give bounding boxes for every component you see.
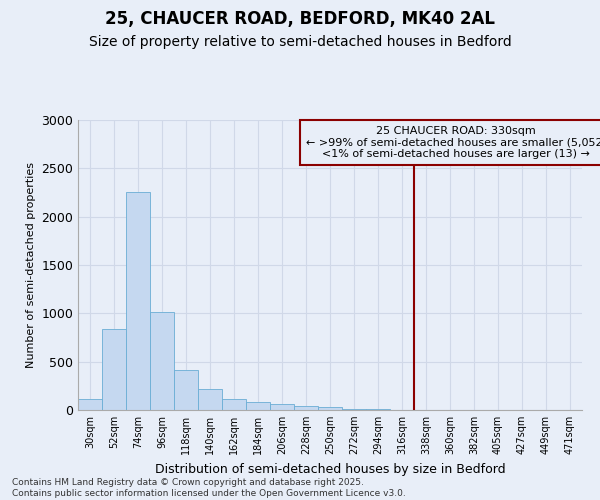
Y-axis label: Number of semi-detached properties: Number of semi-detached properties [26, 162, 36, 368]
Text: 25 CHAUCER ROAD: 330sqm
← >99% of semi-detached houses are smaller (5,052)
<1% o: 25 CHAUCER ROAD: 330sqm ← >99% of semi-d… [305, 126, 600, 159]
Bar [270, 404, 294, 410]
Text: Contains HM Land Registry data © Crown copyright and database right 2025.
Contai: Contains HM Land Registry data © Crown c… [12, 478, 406, 498]
Text: 25, CHAUCER ROAD, BEDFORD, MK40 2AL: 25, CHAUCER ROAD, BEDFORD, MK40 2AL [105, 10, 495, 28]
Bar [342, 408, 366, 410]
Bar [294, 406, 318, 410]
Text: Size of property relative to semi-detached houses in Bedford: Size of property relative to semi-detach… [89, 35, 511, 49]
Bar [78, 400, 102, 410]
Bar [198, 389, 222, 410]
Bar [174, 370, 198, 410]
Bar [150, 312, 174, 410]
X-axis label: Distribution of semi-detached houses by size in Bedford: Distribution of semi-detached houses by … [155, 462, 505, 475]
Bar [366, 409, 390, 410]
Bar [246, 402, 270, 410]
Bar [318, 406, 342, 410]
Bar [222, 399, 246, 410]
Bar [126, 192, 150, 410]
Bar [102, 329, 126, 410]
